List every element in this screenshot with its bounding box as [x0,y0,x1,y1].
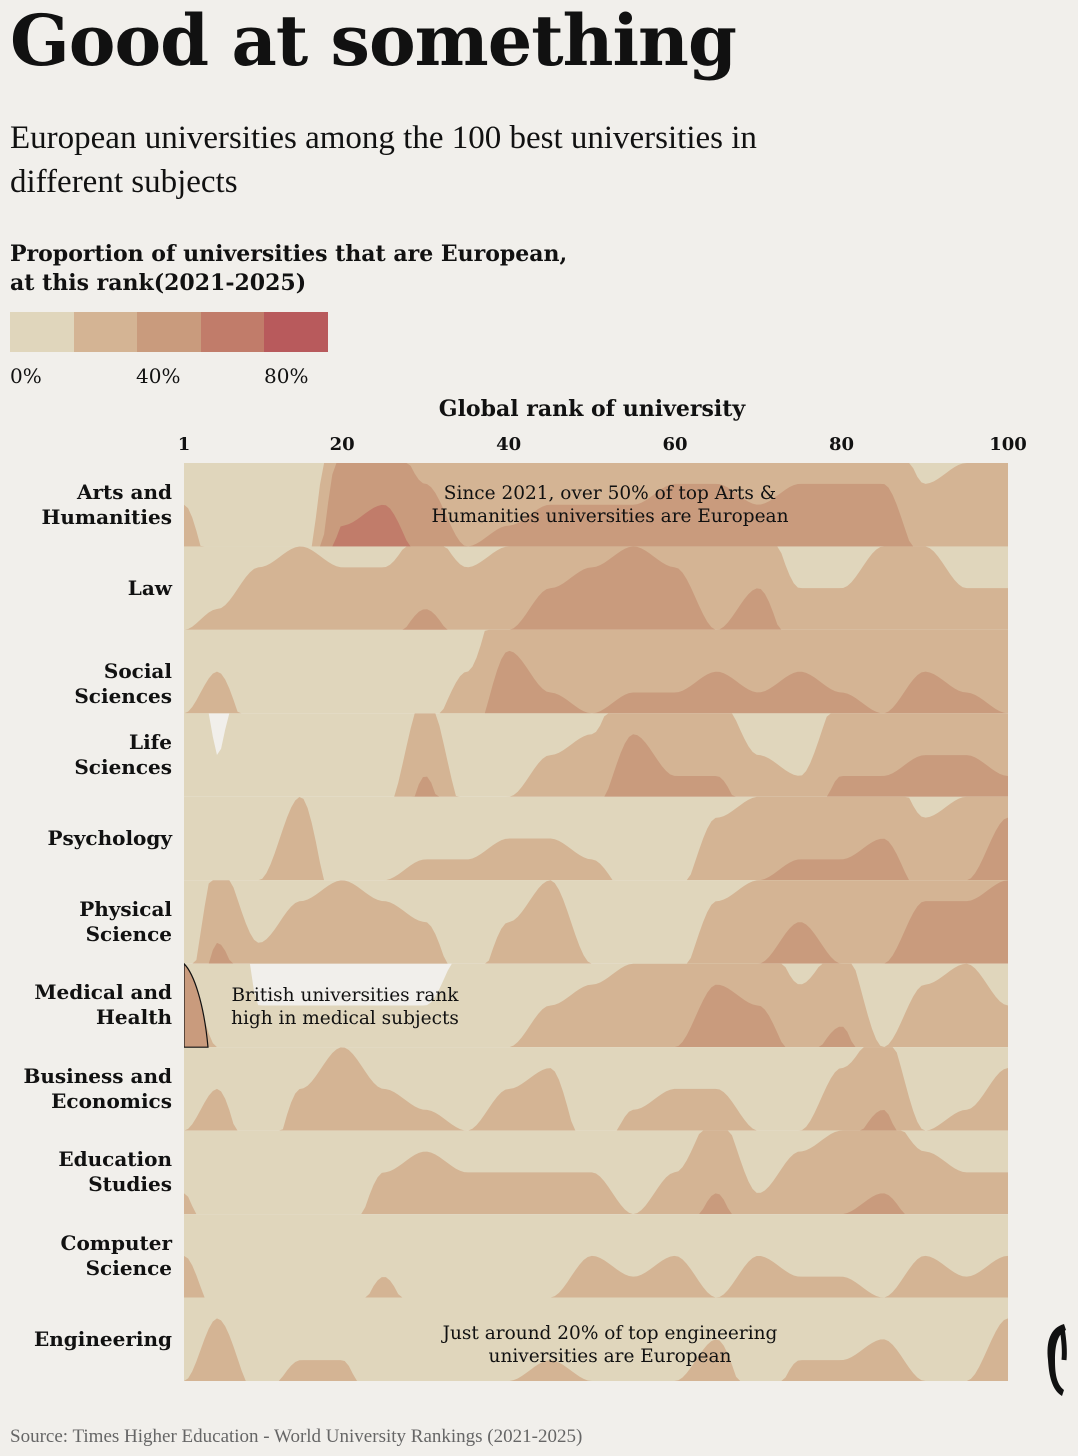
row-band-5 [184,880,1008,964]
row-band-7 [184,1047,1008,1131]
row-label-10: Engineering [33,1326,172,1351]
row-0-layer-3 [184,504,1008,547]
legend-title-line1: Proportion of universities that are Euro… [10,241,568,267]
row-8-layer-1 [184,1130,1008,1215]
row-9-layer-1 [184,1255,1008,1298]
row-label-9: Computer Science [60,1230,172,1280]
legend-label-0: 0% [10,364,42,388]
annotation-medical-line2: high in medical subjects [231,1008,459,1029]
ridgeline-heatmap [184,463,1008,1381]
x-tick-40: 40 [496,434,522,455]
annotation-medical: British universities rank high in medica… [215,984,475,1030]
x-tick-1: 1 [177,434,191,455]
row-label-2: Social Sciences [74,659,172,709]
row-band-9 [184,1214,1008,1298]
row-band-2 [184,629,1008,714]
legend-swatch-4 [264,312,328,352]
row-band-4 [184,796,1008,881]
row-band-8 [184,1130,1008,1215]
row-7-layer-1 [184,1047,1008,1131]
x-tick-80: 80 [829,434,855,455]
row-label-5: Physical Science [79,897,172,946]
row-label-4: Psychology [47,826,172,851]
legend-swatch-0 [10,312,74,352]
row-label-0: Arts and Humanities [41,479,172,529]
annotation-arts-line2: Humanities universities are European [431,506,789,527]
annotation-engineering: Just around 20% of top engineering unive… [410,1322,810,1368]
row-1-layer-2 [184,546,1008,630]
legend-swatches [10,312,328,352]
row-label-3: Life Sciences [74,730,172,780]
row-6-layer-1 [184,963,1008,1048]
legend-swatch-3 [200,312,265,352]
x-tick-20: 20 [329,434,355,455]
legend-swatch-2 [137,312,201,352]
annotation-engineering-line1: Just around 20% of top engineering [442,1323,778,1344]
annotation-arts-line1: Since 2021, over 50% of top Arts & [443,483,777,504]
row-band-6 [184,963,1008,1048]
medical-rank1-highlight [184,962,209,1048]
x-tick-60: 60 [662,434,688,455]
chart-subtitle: European universities among the 100 best… [10,120,757,200]
legend-title-line2: at this rank(2021-2025) [10,270,307,296]
row-5-layer-2 [184,880,1008,964]
row-label-1: Law [127,575,172,600]
annotation-engineering-line2: universities are European [488,1346,732,1367]
row-3-layer-2 [184,734,1008,797]
row-4-layer-1 [184,796,1008,881]
publisher-logo-icon [1047,1324,1067,1396]
legend-swatch-1 [73,312,138,352]
row-label-7: Business and Economics [23,1063,172,1113]
row-band-1 [184,546,1008,630]
row-label-6: Medical and Health [34,980,172,1030]
row-10-layer-0 [184,1297,1008,1381]
legend-label-80: 80% [264,364,309,388]
row-10-layer-1 [184,1318,1008,1381]
row-3-layer-1 [184,713,1008,797]
row-4-layer-2 [184,817,1008,881]
chart-title: Good at something [10,0,737,82]
row-label-8: Education Studies [58,1147,172,1197]
annotation-medical-line1: British universities rank [231,985,459,1006]
x-tick-100: 100 [989,434,1027,455]
row-band-3 [184,713,1008,797]
source-note: Source: Times Higher Education - World U… [10,1426,583,1447]
row-band-0 [184,463,1008,547]
row-band-10 [184,1297,1008,1381]
annotation-arts: Since 2021, over 50% of top Arts & Human… [410,482,810,528]
legend-title: Proportion of universities that are Euro… [10,240,610,298]
row-2-layer-2 [184,650,1008,714]
x-axis-title: Global rank of university [438,396,746,422]
legend-label-40: 40% [136,364,181,388]
